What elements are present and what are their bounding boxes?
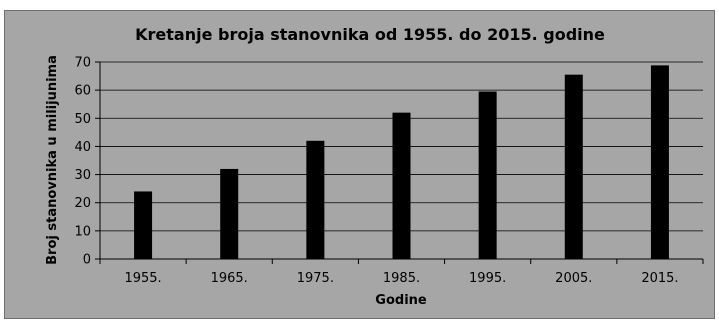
bar-1965 [220, 168, 239, 259]
x-tick-label: 2005. [555, 271, 592, 286]
x-tick-labels: 1955. 1965. 1975. 1985. 1995. 2005. 2015. [124, 271, 678, 286]
y-tick-label: 40 [74, 140, 91, 155]
y-tick-label: 0 [83, 253, 91, 268]
y-tick-labels: 0 10 20 30 40 50 60 70 [74, 56, 91, 268]
bar-1995 [478, 91, 497, 259]
x-axis-title: Godine [375, 293, 427, 308]
y-axis-title: Broj stanovnika u milijunima [45, 55, 60, 265]
chart-frame [4, 10, 715, 319]
x-tick-label: 1995. [469, 271, 506, 286]
bar-1985 [392, 112, 411, 260]
bar-1955 [134, 191, 153, 259]
x-tick-label: 1985. [383, 271, 420, 286]
y-tick-label: 70 [74, 56, 91, 71]
x-tick-label: 1965. [211, 271, 248, 286]
x-tick-label: 1955. [124, 271, 161, 286]
x-tick-label: 1975. [297, 271, 334, 286]
axes [99, 62, 704, 264]
y-tick-label: 30 [74, 168, 91, 183]
bars [134, 65, 669, 260]
y-tick-label: 20 [74, 196, 91, 211]
bar-2015 [650, 65, 669, 260]
bar-1975 [306, 140, 325, 259]
bar-2005 [564, 74, 583, 260]
y-tick-label: 50 [74, 112, 91, 127]
x-tick-label: 2015. [641, 271, 678, 286]
chart-title: Kretanje broja stanovnika od 1955. do 20… [135, 25, 605, 44]
y-tick-label: 60 [74, 84, 91, 99]
y-tick-label: 10 [74, 224, 91, 239]
